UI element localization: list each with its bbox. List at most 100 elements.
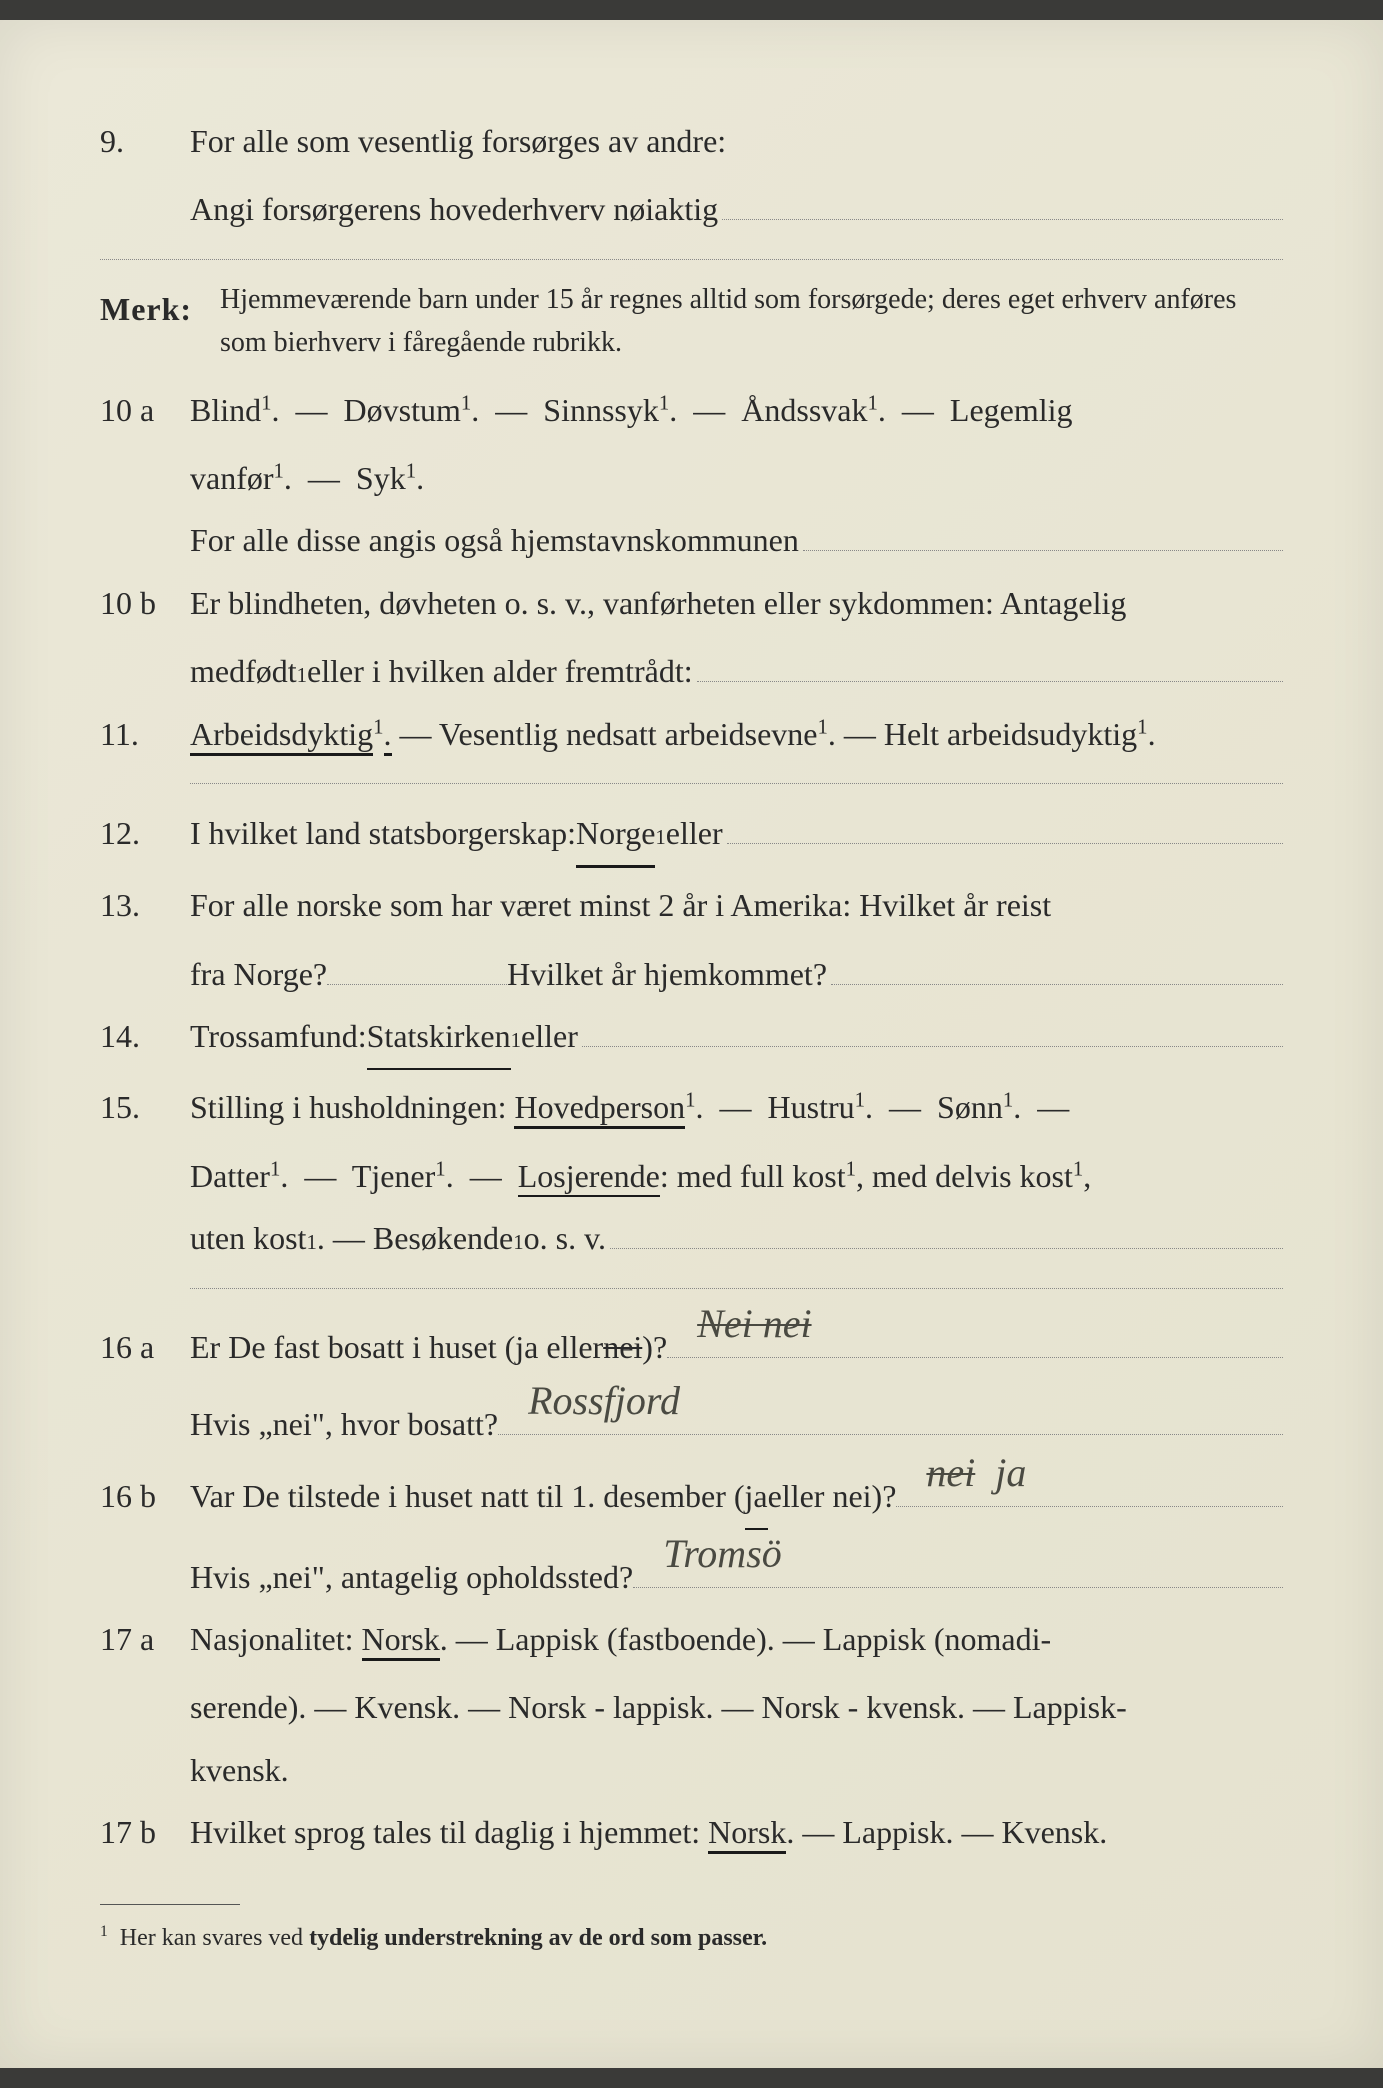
question-13: 13. For alle norske som har været minst … [100, 874, 1283, 936]
q10a-options: Blind1. — Døvstum1. — Sinnssyk1. — Åndss… [190, 379, 1283, 441]
separator [190, 783, 1283, 784]
q16b-line2: Hvis „nei", antagelig opholdssted? [190, 1546, 633, 1608]
q15-hovedperson: Hovedperson [514, 1089, 685, 1129]
question-14: 14. Trossamfund: Statskirken1 eller [100, 1005, 1283, 1070]
q17a-text-a: Nasjonalitet: [190, 1621, 362, 1657]
footnote: 1 Her kan svares ved tydelig understrekn… [100, 1915, 1283, 1962]
q17a-line2: serende). — Kvensk. — Norsk - lappisk. —… [190, 1676, 1283, 1738]
q12-content: I hvilket land statsborgerskap: Norge1 e… [190, 802, 1283, 868]
q13-blank1 [327, 946, 507, 984]
q9-blank [722, 182, 1283, 220]
q10b-line2b: eller i hvilken alder fremtrådt: [307, 640, 693, 702]
q12-text-a: I hvilket land statsborgerskap: [190, 802, 576, 864]
q12-blank [727, 806, 1283, 844]
opt-vanfor: vanfør [190, 460, 274, 496]
q13-line2-row: fra Norge? Hvilket år hjemkommet? [190, 943, 1283, 1005]
merk-note: Merk: Hjemmeværende barn under 15 år reg… [100, 278, 1283, 365]
q14-statskirken: Statskirken [367, 1005, 511, 1070]
q16b-answer2: Tromsö [663, 1515, 782, 1593]
q10a-line3-row: For alle disse angis også hjemstavnskomm… [190, 509, 1283, 571]
q16a-answer2: Rossfjord [528, 1362, 680, 1440]
q17a-line3: kvensk. [190, 1739, 1283, 1801]
footnote-marker: 1 [100, 1923, 108, 1940]
q16b-answer1-slot: nei ja [896, 1456, 1283, 1507]
q14-text-b: eller [521, 1005, 578, 1067]
q10a-blank [803, 513, 1283, 551]
q12-norge: Norge [576, 802, 655, 868]
footnote-bold: tydelig understrekning av de ord som pas… [309, 1925, 767, 1951]
q17b-norsk: Norsk [708, 1814, 786, 1854]
q17a-content: Nasjonalitet: Norsk. — Lappisk (fastboen… [190, 1608, 1283, 1670]
q10a-line2: vanfør1. — Syk1. [190, 447, 1283, 509]
q15-content: Stilling i husholdningen: Hovedperson1. … [190, 1076, 1283, 1138]
q11-opt2: Vesentlig nedsatt arbeidsevne [439, 716, 818, 752]
q13-line2a: fra Norge? [190, 943, 327, 1005]
q9-line2-row: Angi forsørgerens hovederhverv nøiaktig [190, 178, 1283, 240]
q13-line2b: Hvilket år hjemkommet? [507, 943, 827, 1005]
q11-number: 11. [100, 703, 190, 765]
q10b-medfodt: medfødt [190, 640, 297, 702]
q17b-text-a: Hvilket sprog tales til daglig i hjemmet… [190, 1814, 708, 1850]
opt-andssvak: Åndssvak [741, 392, 867, 428]
document-page: 9. For alle som vesentlig forsørges av a… [0, 20, 1383, 2068]
q10b-line1: Er blindheten, døvheten o. s. v., vanfør… [190, 572, 1283, 634]
q13-blank2 [831, 946, 1283, 984]
q15-sonn: Sønn [937, 1089, 1003, 1125]
q17a-number: 17 a [100, 1608, 190, 1670]
question-10b: 10 b Er blindheten, døvheten o. s. v., v… [100, 572, 1283, 634]
q17b-content: Hvilket sprog tales til daglig i hjemmet… [190, 1801, 1283, 1863]
q11-opt3: Helt arbeidsudyktig [884, 716, 1137, 752]
q15-uten-kost: uten kost [190, 1207, 306, 1269]
q10a-number: 10 a [100, 379, 190, 441]
q16b-text-b: eller nei)? [768, 1465, 897, 1527]
q14-number: 14. [100, 1005, 190, 1067]
q15-blank [610, 1211, 1283, 1249]
q16a-line2-row: Hvis „nei", hvor bosatt? Rossfjord [190, 1384, 1283, 1456]
merk-text: Hjemmeværende barn under 15 år regnes al… [220, 278, 1283, 365]
question-10a: 10 a Blind1. — Døvstum1. — Sinnssyk1. — … [100, 379, 1283, 441]
q16a-answer2-slot: Rossfjord [498, 1384, 1283, 1435]
opt-sinnsyk: Sinnssyk [543, 392, 659, 428]
q12-text-b: eller [666, 802, 723, 864]
question-15: 15. Stilling i husholdningen: Hovedperso… [100, 1076, 1283, 1138]
q15-losjerende: Losjerende [518, 1158, 660, 1197]
q15-line3-row: uten kost1 . — Besøkende1 o. s. v. [190, 1207, 1283, 1269]
q15-tjener: Tjener [352, 1158, 436, 1194]
footnote-rule [100, 1904, 240, 1905]
q17b-rest: . — Lappisk. — Kvensk. [786, 1814, 1107, 1850]
q16a-content: Er De fast bosatt i huset (ja eller nei)… [190, 1307, 1283, 1379]
q15-number: 15. [100, 1076, 190, 1138]
q12-number: 12. [100, 802, 190, 864]
q11-opt1: Arbeidsdyktig [190, 716, 373, 756]
q15-text-a: Stilling i husholdningen: [190, 1089, 514, 1125]
q16a-line2: Hvis „nei", hvor bosatt? [190, 1393, 498, 1455]
question-17a: 17 a Nasjonalitet: Norsk. — Lappisk (fas… [100, 1608, 1283, 1670]
q17a-rest1: . — Lappisk (fastboende). — Lappisk (nom… [440, 1621, 1051, 1657]
q16a-number: 16 a [100, 1316, 190, 1378]
q17b-number: 17 b [100, 1801, 190, 1863]
question-12: 12. I hvilket land statsborgerskap: Norg… [100, 802, 1283, 868]
q9-line2: Angi forsørgerens hovederhverv nøiaktig [190, 178, 718, 240]
q13-number: 13. [100, 874, 190, 936]
question-16a: 16 a Er De fast bosatt i huset (ja eller… [100, 1307, 1283, 1379]
opt-syk: Syk [356, 460, 406, 496]
q15-besokende: . — Besøkende [317, 1207, 513, 1269]
q15-hustru: Hustru [768, 1089, 855, 1125]
q10a-line3: For alle disse angis også hjemstavnskomm… [190, 509, 799, 571]
q15-line2: Datter1. — Tjener1. — Losjerende: med fu… [190, 1145, 1283, 1207]
merk-label: Merk: [100, 278, 220, 340]
question-17b: 17 b Hvilket sprog tales til daglig i hj… [100, 1801, 1283, 1863]
question-9: 9. For alle som vesentlig forsørges av a… [100, 110, 1283, 172]
q16b-number: 16 b [100, 1465, 190, 1527]
q14-text-a: Trossamfund: [190, 1005, 367, 1067]
q10b-blank [697, 644, 1283, 682]
q11-content: Arbeidsdyktig1. — Vesentlig nedsatt arbe… [190, 703, 1283, 765]
opt-legemlig: Legemlig [950, 392, 1073, 428]
q15-losjer-after: : med full kost [660, 1158, 846, 1194]
footnote-text-a: Her kan svares ved [120, 1925, 309, 1951]
q17a-norsk: Norsk [362, 1621, 440, 1661]
separator [100, 259, 1283, 260]
q16b-answer2-slot: Tromsö [633, 1536, 1283, 1587]
q14-content: Trossamfund: Statskirken1 eller [190, 1005, 1283, 1070]
q9-line1: For alle som vesentlig forsørges av andr… [190, 110, 1283, 172]
